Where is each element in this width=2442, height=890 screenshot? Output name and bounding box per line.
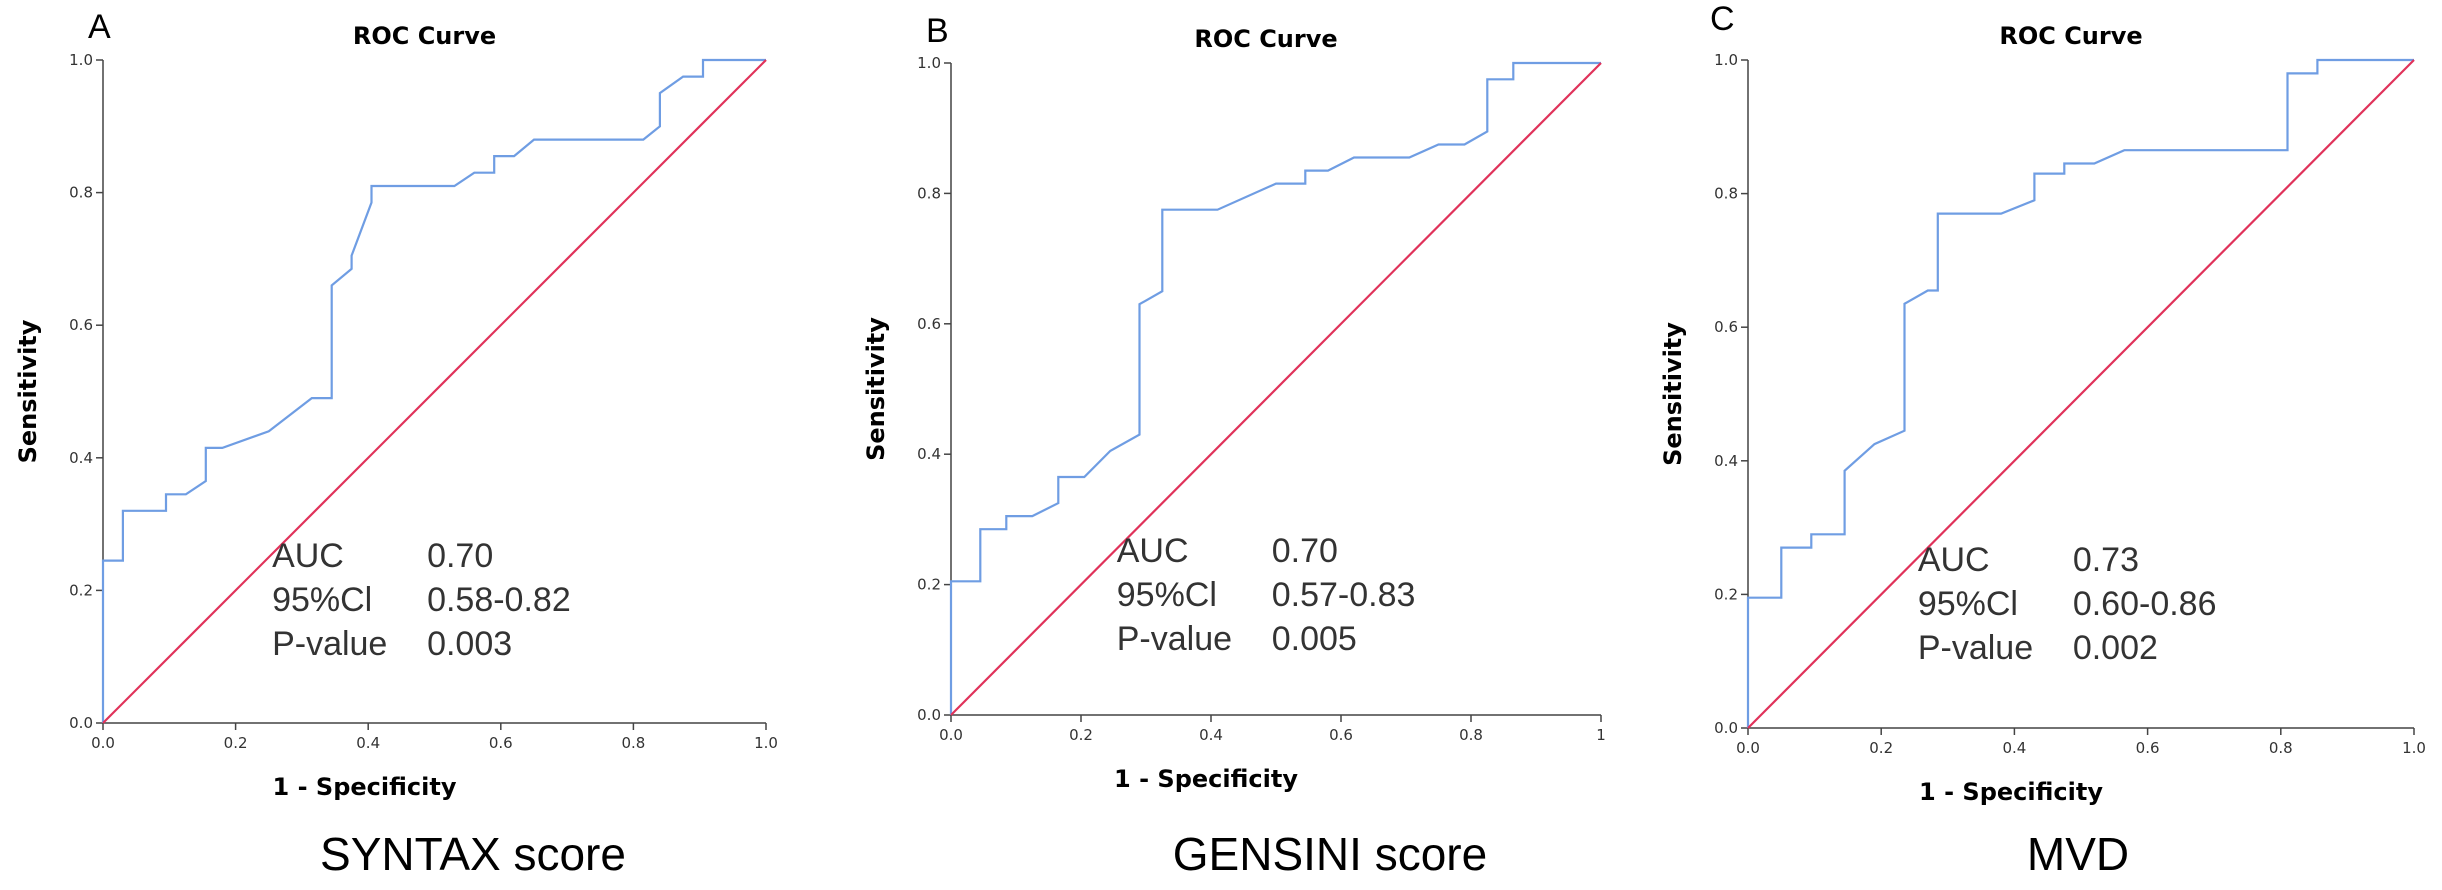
panel-caption: SYNTAX score [320,828,626,880]
roc-curve-line [101,58,766,723]
x-tick-label: 0.2 [1069,726,1093,744]
x-tick-label: 0.8 [2269,739,2293,757]
stat-label: AUC [272,537,344,575]
chart-panel-b: B ROC Curve 0.0 0.2 0.4 0.6 0.8 1 0.0 0.2 0.4 0.6 0.… [862,12,1606,880]
panel-letter: A [88,8,111,46]
stat-label: P-value [1117,620,1232,658]
chart-panel-a: A ROC Curve 0.0 0.2 0.4 0.6 0.8 1.0 0.0 0.2 0.4 0.6… [14,8,778,880]
y-tick-label: 0.4 [917,445,941,463]
x-tick-label: 1 [1596,726,1606,744]
stat-value: 0.70 [427,537,493,575]
y-tick-label: 0.4 [69,449,93,467]
stat-value: 0.002 [2073,629,2158,667]
x-tick-label: 0.8 [621,734,645,752]
x-tick-label: 0.2 [1869,739,1893,757]
stat-value: 0.73 [2073,541,2139,579]
x-axis-label: 1 - Specificity [273,773,457,801]
chart-title: ROC Curve [1194,25,1337,53]
stat-label: AUC [1918,541,1990,579]
stat-label: P-value [272,625,387,663]
panel-caption: GENSINI score [1173,828,1487,880]
stat-value: 0.58-0.82 [427,581,571,619]
y-tick-label: 0.4 [1714,452,1738,470]
y-axis-label: Sensitivity [14,319,42,463]
panel-caption: MVD [2027,828,2129,880]
x-axis-label: 1 - Specificity [1919,778,2103,806]
stat-label: 95%Cl [1918,585,2018,623]
stat-value: 0.003 [427,625,512,663]
x-tick-label: 0.4 [1199,726,1223,744]
y-tick-label: 0.2 [69,581,93,599]
x-tick-label: 1.0 [2402,739,2426,757]
stat-value: 0.005 [1272,620,1357,658]
x-tick-label: 0.0 [91,734,115,752]
x-tick-label: 0.2 [224,734,248,752]
y-tick-label: 1.0 [917,54,941,72]
x-axis-label: 1 - Specificity [1114,765,1298,793]
roc-curve-line [949,61,1601,715]
y-tick-label: 0.0 [1714,719,1738,737]
x-tick-label: 0.6 [489,734,513,752]
panel-letter: B [926,12,949,50]
x-tick-label: 1.0 [754,734,778,752]
y-tick-label: 0.8 [69,184,93,202]
chart-panel-c: C ROC Curve 0.0 0.2 0.4 0.6 0.8 1.0 0.0 0.2 0.4 0.6… [1659,0,2426,880]
y-axis-label: Sensitivity [862,317,890,461]
x-tick-label: 0.0 [1736,739,1760,757]
x-tick-label: 0.6 [2136,739,2160,757]
stat-value: 0.60-0.86 [2073,585,2217,623]
y-axis-label: Sensitivity [1659,322,1687,466]
reference-diagonal-line [950,62,1602,716]
chart-title: ROC Curve [1999,22,2142,50]
stat-label: 95%Cl [1117,576,1217,614]
stat-label: P-value [1918,629,2033,667]
roc-curve-line [1746,58,2414,728]
x-tick-label: 0.4 [356,734,380,752]
y-tick-label: 0.0 [69,714,93,732]
y-tick-label: 0.8 [917,184,941,202]
x-tick-label: 0.8 [1459,726,1483,744]
stat-value: 0.70 [1272,532,1338,570]
y-tick-label: 0.0 [917,706,941,724]
stat-label: AUC [1117,532,1189,570]
y-tick-label: 1.0 [69,51,93,69]
y-tick-label: 0.8 [1714,185,1738,203]
stat-value: 0.57-0.83 [1272,576,1416,614]
y-tick-label: 0.6 [917,315,941,333]
x-tick-label: 0.6 [1329,726,1353,744]
panel-letter: C [1710,0,1735,38]
y-tick-label: 0.2 [1714,585,1738,603]
y-tick-label: 0.2 [917,576,941,594]
chart-title: ROC Curve [353,22,496,50]
x-tick-label: 0.4 [2002,739,2026,757]
y-tick-label: 0.6 [1714,318,1738,336]
x-tick-label: 0.0 [939,726,963,744]
reference-diagonal-line [1747,59,2415,729]
y-tick-label: 1.0 [1714,51,1738,69]
reference-diagonal-line [102,59,767,724]
stat-label: 95%Cl [272,581,372,619]
y-tick-label: 0.6 [69,316,93,334]
